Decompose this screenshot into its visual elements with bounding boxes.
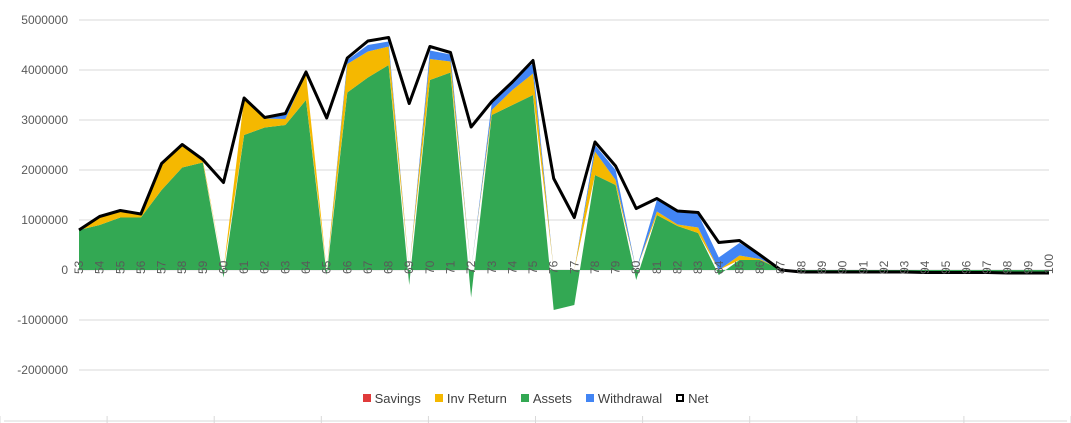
y-tick-label: 3000000 [21, 113, 68, 127]
x-tick-label: 58 [175, 260, 189, 274]
x-tick-label: 87 [774, 260, 788, 274]
legend-label-withdrawal: Withdrawal [597, 390, 663, 406]
x-tick-label: 89 [815, 260, 829, 274]
legend-label-inv-return: Inv Return [446, 390, 507, 406]
x-tick-label: 76 [547, 260, 561, 274]
assets-area [79, 65, 1049, 310]
x-tick-label: 81 [650, 260, 664, 274]
x-tick-label: 62 [258, 260, 272, 274]
x-tick-label: 63 [278, 260, 292, 274]
x-tick-label: 78 [588, 260, 602, 274]
savings-area [79, 46, 1049, 270]
x-tick-label: 90 [836, 260, 850, 274]
x-tick-label: 86 [753, 260, 767, 274]
x-tick-label: 64 [299, 260, 313, 274]
x-tick-label: 96 [959, 260, 973, 274]
legend-item-inv-return: Inv Return [434, 390, 507, 406]
y-tick-label: 0 [61, 263, 68, 277]
x-tick-label: 74 [505, 260, 519, 274]
x-tick-label: 94 [918, 260, 932, 274]
legend-item-net: Net [676, 391, 708, 406]
x-tick-label: 59 [196, 260, 210, 274]
withdrawal-area [79, 41, 1049, 270]
net-line [78, 36, 1049, 275]
x-tick-label: 55 [113, 260, 127, 274]
x-tick-label: 68 [382, 260, 396, 274]
y-tick-label: -2000000 [17, 363, 68, 377]
x-tick-label: 88 [794, 260, 808, 274]
x-tick-label: 66 [340, 260, 354, 274]
legend: Savings Inv Return Assets Withdrawal Net [0, 389, 1071, 407]
y-tick-label: 1000000 [21, 213, 68, 227]
savings-swatch [362, 394, 371, 402]
assets-swatch [520, 394, 529, 402]
y-axis-ticks: 5000000 4000000 3000000 2000000 1000000 0 -100… [17, 13, 68, 377]
x-tick-label: 97 [980, 260, 994, 274]
inv-return-swatch [434, 394, 443, 402]
x-tick-label: 77 [567, 260, 581, 274]
legend-label-assets: Assets [532, 390, 572, 406]
x-tick-label: 56 [134, 260, 148, 274]
x-tick-label: 84 [712, 260, 726, 274]
x-tick-label: 72 [464, 260, 478, 274]
x-tick-label: 61 [237, 260, 251, 274]
x-tick-label: 92 [877, 260, 891, 274]
x-tick-label: 98 [1001, 260, 1015, 274]
series-areas [79, 41, 1049, 310]
x-tick-label: 57 [155, 260, 169, 274]
x-tick-label: 53 [72, 260, 86, 274]
x-tick-label: 82 [671, 260, 685, 274]
withdrawal-swatch [585, 394, 594, 402]
x-tick-label: 60 [217, 260, 231, 274]
x-tick-label: 85 [732, 260, 746, 274]
category-separators [0, 416, 1071, 423]
legend-item-assets: Assets [520, 390, 572, 406]
x-tick-label: 67 [361, 260, 375, 274]
inv-return-area [79, 46, 1049, 270]
x-tick-label: 75 [526, 260, 540, 274]
x-tick-label: 70 [423, 260, 437, 274]
x-tick-label: 80 [629, 260, 643, 274]
x-tick-label: 73 [485, 260, 499, 274]
x-tick-label: 71 [444, 260, 458, 274]
legend-item-savings: Savings [362, 390, 421, 406]
x-tick-label: 91 [856, 260, 870, 274]
x-tick-label: 54 [93, 260, 107, 274]
y-tick-label: 2000000 [21, 163, 68, 177]
net-swatch [676, 394, 685, 402]
x-tick-label: 99 [1021, 260, 1035, 274]
legend-label-net: Net [688, 390, 709, 406]
y-tick-label: 4000000 [21, 63, 68, 77]
legend-item-withdrawal: Withdrawal [585, 390, 663, 406]
x-axis-ticks: 53 54 55 56 57 58 59 60 61 62 63 64 65 66 67 68 69 70 71 72… [72, 254, 1056, 274]
x-tick-label: 69 [402, 260, 416, 274]
x-tick-label: 95 [939, 260, 953, 274]
y-tick-label: 5000000 [21, 13, 68, 27]
legend-label-savings: Savings [374, 390, 421, 406]
x-tick-label: 79 [609, 260, 623, 274]
x-tick-label: 100 [1042, 254, 1056, 274]
y-tick-label: -1000000 [17, 313, 68, 327]
x-tick-label: 83 [691, 260, 705, 274]
net-series-line [78, 36, 1049, 275]
x-tick-label: 93 [898, 260, 912, 274]
x-tick-label: 65 [320, 260, 334, 274]
